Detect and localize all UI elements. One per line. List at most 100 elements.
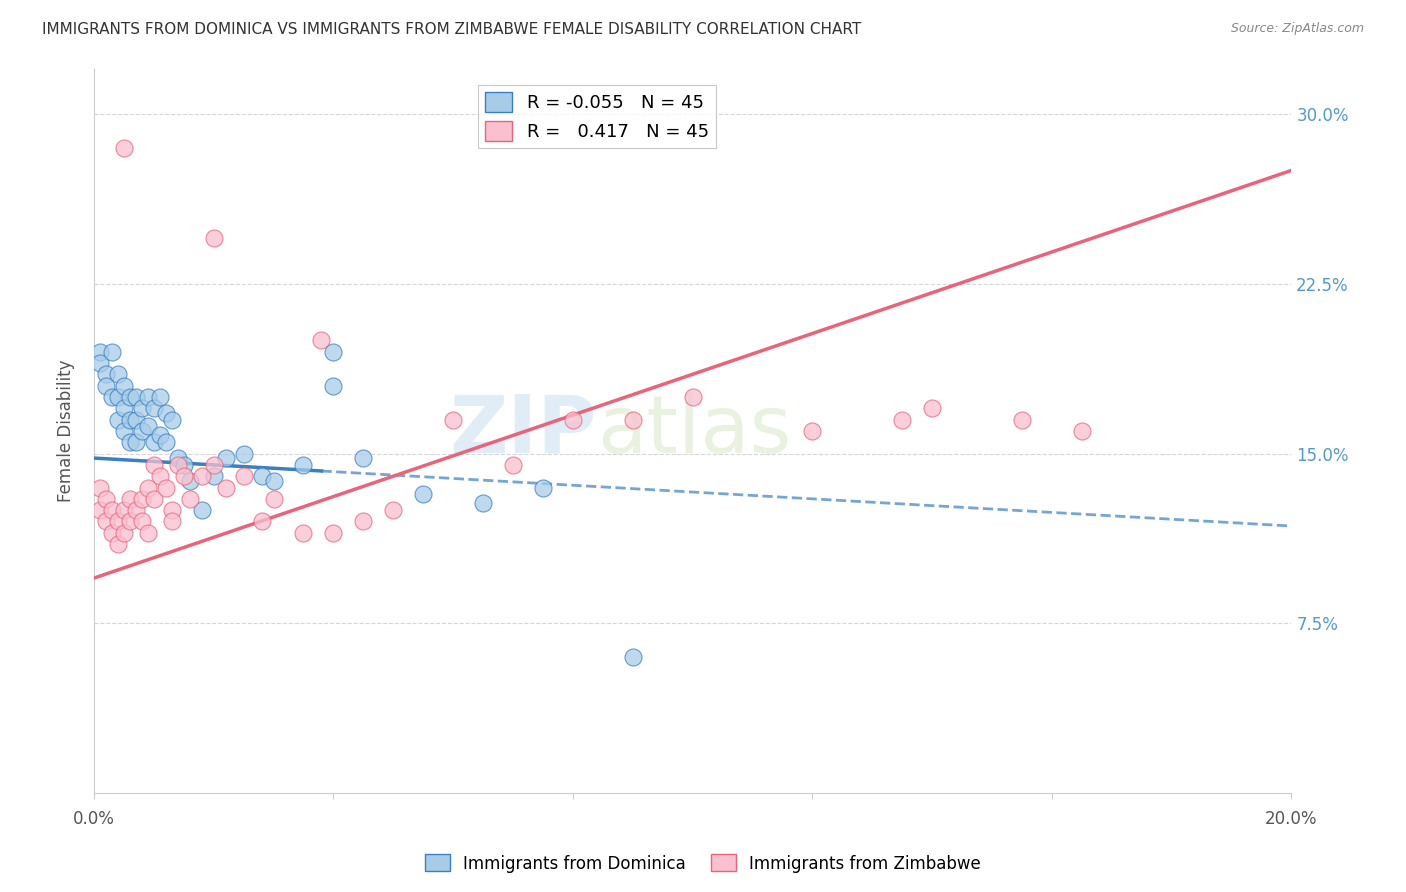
Point (263, 491, 285, 506)
Point (107, 515, 129, 529)
Point (131, 491, 153, 506)
Point (160, 503, 183, 517)
Point (131, 515, 153, 529)
Point (125, 390, 148, 404)
Point (101, 344, 124, 359)
Point (166, 451, 188, 466)
Text: Source: ZipAtlas.com: Source: ZipAtlas.com (1230, 22, 1364, 36)
Point (136, 481, 159, 495)
Point (214, 481, 236, 495)
Point (107, 390, 129, 404)
Point (179, 491, 201, 506)
Point (202, 231, 225, 245)
Point (149, 428, 172, 442)
Point (101, 503, 124, 517)
Point (214, 451, 236, 466)
Point (94, 378, 117, 392)
Point (118, 412, 141, 426)
Point (441, 412, 464, 426)
Point (311, 334, 333, 348)
Point (136, 390, 159, 404)
Point (263, 474, 285, 488)
Point (118, 515, 141, 529)
Point (202, 458, 225, 472)
Point (382, 503, 405, 517)
Point (179, 474, 201, 488)
Point (250, 515, 273, 529)
Point (136, 525, 159, 540)
Point (155, 406, 177, 420)
Point (131, 401, 153, 416)
Point (1011, 412, 1033, 426)
Point (136, 419, 159, 434)
Point (107, 412, 129, 426)
Legend: R = -0.055   N = 45, R =   0.417   N = 45: R = -0.055 N = 45, R = 0.417 N = 45 (478, 85, 716, 148)
Point (173, 458, 195, 472)
Point (921, 401, 943, 416)
Point (142, 458, 165, 472)
Point (801, 424, 824, 438)
Point (155, 481, 177, 495)
Point (166, 458, 188, 472)
Point (112, 525, 135, 540)
Point (561, 412, 583, 426)
Point (94, 515, 117, 529)
Y-axis label: Female Disability: Female Disability (58, 359, 75, 502)
Point (107, 537, 129, 551)
Point (160, 515, 183, 529)
Legend: Immigrants from Dominica, Immigrants from Zimbabwe: Immigrants from Dominica, Immigrants fro… (418, 847, 988, 880)
Point (202, 469, 225, 483)
Point (149, 469, 172, 483)
Point (322, 378, 344, 392)
Point (292, 458, 315, 472)
Point (142, 435, 165, 450)
Point (112, 424, 135, 438)
Point (101, 525, 124, 540)
Point (412, 487, 434, 501)
Text: atlas: atlas (596, 392, 792, 470)
Point (89, 481, 111, 495)
Point (891, 412, 914, 426)
Point (173, 469, 195, 483)
Point (472, 496, 495, 510)
Point (107, 368, 129, 382)
Point (502, 458, 524, 472)
Point (131, 424, 153, 438)
Point (118, 435, 141, 450)
Point (322, 344, 344, 359)
Point (142, 491, 165, 506)
Point (190, 503, 212, 517)
Point (190, 469, 212, 483)
Point (89, 503, 111, 517)
Point (531, 481, 554, 495)
Point (621, 412, 644, 426)
Point (250, 469, 273, 483)
Point (149, 390, 172, 404)
Point (112, 378, 135, 392)
Point (89, 344, 111, 359)
Point (125, 412, 148, 426)
Point (682, 390, 704, 404)
Point (94, 368, 117, 382)
Point (352, 451, 374, 466)
Point (232, 469, 254, 483)
Point (94, 491, 117, 506)
Point (101, 390, 124, 404)
Point (125, 435, 148, 450)
Point (112, 401, 135, 416)
Text: IMMIGRANTS FROM DOMINICA VS IMMIGRANTS FROM ZIMBABWE FEMALE DISABILITY CORRELATI: IMMIGRANTS FROM DOMINICA VS IMMIGRANTS F… (42, 22, 862, 37)
Point (125, 503, 148, 517)
Point (155, 435, 177, 450)
Point (292, 525, 315, 540)
Point (1070, 424, 1092, 438)
Text: ZIP: ZIP (450, 392, 596, 470)
Point (118, 390, 141, 404)
Point (112, 141, 135, 155)
Point (322, 525, 344, 540)
Point (142, 401, 165, 416)
Point (160, 412, 183, 426)
Point (118, 491, 141, 506)
Point (232, 446, 254, 460)
Point (89, 356, 111, 370)
Point (621, 650, 644, 665)
